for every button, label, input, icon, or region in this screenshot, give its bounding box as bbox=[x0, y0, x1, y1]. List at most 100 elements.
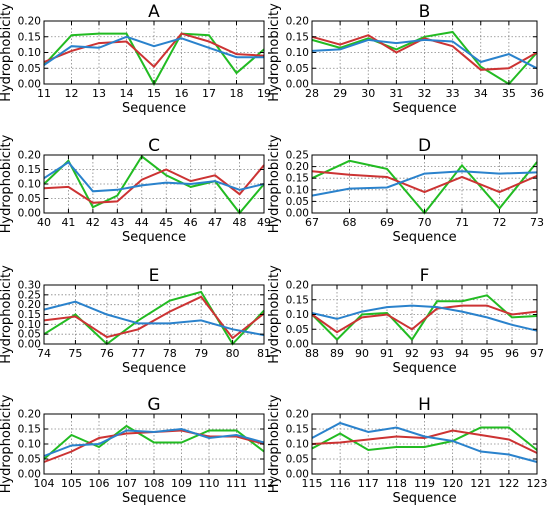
x-tick-label: 73 bbox=[530, 216, 544, 229]
x-axis-label: Sequence bbox=[392, 230, 456, 245]
x-tick-label: 121 bbox=[470, 477, 491, 490]
x-axis-label: Sequence bbox=[392, 101, 456, 116]
x-tick-label: 47 bbox=[208, 216, 222, 229]
x-axis-label: Sequence bbox=[392, 491, 456, 506]
y-tick-label: 0.00 bbox=[286, 79, 309, 91]
series-line-blue bbox=[43, 427, 265, 457]
x-tick-label: 123 bbox=[527, 477, 548, 490]
panel-title: D bbox=[418, 136, 431, 156]
series-line-green bbox=[43, 154, 265, 215]
y-axis-label: Hydrophobicity bbox=[267, 394, 282, 493]
y-tick-label: 0.05 bbox=[286, 196, 309, 208]
y-tick-label: 0.15 bbox=[286, 294, 309, 306]
y-tick-label: 0.20 bbox=[18, 409, 41, 421]
x-tick-label: 119 bbox=[414, 477, 435, 490]
y-tick-label: 0.10 bbox=[286, 309, 309, 321]
x-tick-label: 111 bbox=[226, 477, 247, 490]
x-tick-label: 79 bbox=[194, 347, 208, 360]
x-tick-label: 89 bbox=[330, 347, 344, 360]
y-tick-label: 0.15 bbox=[18, 164, 41, 176]
x-tick-label: 116 bbox=[330, 477, 351, 490]
x-tick-label: 45 bbox=[159, 216, 173, 229]
y-axis-label: Hydrophobicity bbox=[267, 134, 282, 233]
y-tick-label: 0.20 bbox=[286, 280, 309, 292]
x-tick-label: 109 bbox=[171, 477, 192, 490]
x-tick-label: 67 bbox=[305, 216, 319, 229]
y-tick-label: 0.20 bbox=[286, 161, 309, 173]
y-axis-label: Hydrophobicity bbox=[0, 134, 14, 233]
panel-title: E bbox=[149, 266, 160, 286]
y-tick-label: 0.10 bbox=[18, 319, 41, 331]
y-axis-label: Hydrophobicity bbox=[0, 394, 14, 493]
x-tick-label: 68 bbox=[343, 216, 357, 229]
y-tick-label: 0.15 bbox=[18, 424, 41, 436]
x-tick-label: 28 bbox=[305, 87, 319, 100]
x-tick-label: 32 bbox=[418, 87, 432, 100]
series-line-blue bbox=[311, 170, 538, 197]
x-tick-label: 31 bbox=[389, 87, 403, 100]
x-tick-label: 69 bbox=[380, 216, 394, 229]
y-tick-label: 0.10 bbox=[286, 184, 309, 196]
x-tick-label: 11 bbox=[37, 87, 51, 100]
panel-title: H bbox=[418, 395, 431, 415]
panel-b: 28 29 30 31 32 33 34 35 36 0.00 0.05 0.10 0.15 0.20 B S… bbox=[267, 2, 544, 116]
series-line-blue bbox=[43, 300, 265, 337]
y-tick-label: 0.00 bbox=[18, 208, 41, 220]
x-tick-label: 46 bbox=[184, 216, 198, 229]
x-tick-label: 34 bbox=[474, 87, 488, 100]
x-tick-label: 44 bbox=[135, 216, 149, 229]
x-tick-label: 48 bbox=[233, 216, 247, 229]
x-tick-label: 49 bbox=[257, 216, 271, 229]
y-tick-label: 0.20 bbox=[18, 299, 41, 311]
series-line-green bbox=[43, 424, 265, 460]
x-tick-label: 78 bbox=[163, 347, 177, 360]
x-tick-label: 97 bbox=[530, 347, 544, 360]
y-tick-label: 0.20 bbox=[18, 16, 41, 28]
x-tick-label: 12 bbox=[65, 87, 79, 100]
y-tick-label: 0.05 bbox=[18, 193, 41, 205]
y-tick-label: 0.15 bbox=[286, 173, 309, 185]
x-tick-label: 95 bbox=[480, 347, 494, 360]
y-tick-label: 0.00 bbox=[18, 339, 41, 351]
y-tick-label: 0.30 bbox=[18, 280, 41, 292]
x-axis-label: Sequence bbox=[122, 101, 186, 116]
y-tick-label: 0.00 bbox=[18, 469, 41, 481]
x-axis-label: Sequence bbox=[122, 361, 186, 376]
y-tick-label: 0.15 bbox=[18, 31, 41, 43]
y-tick-label: 0.20 bbox=[286, 16, 309, 28]
x-tick-label: 30 bbox=[361, 87, 375, 100]
y-tick-label: 0.15 bbox=[286, 31, 309, 43]
series-line-green bbox=[311, 426, 538, 452]
x-tick-label: 106 bbox=[89, 477, 110, 490]
x-axis-label: Sequence bbox=[122, 491, 186, 506]
panel-h: 115 116 117 118 119 120 121 122 123 0.00 0.05 0.10 0… bbox=[267, 394, 548, 506]
y-tick-label: 0.15 bbox=[18, 309, 41, 321]
x-tick-label: 122 bbox=[498, 477, 519, 490]
x-tick-label: 81 bbox=[257, 347, 271, 360]
x-tick-label: 96 bbox=[505, 347, 519, 360]
y-tick-label: 0.05 bbox=[286, 324, 309, 336]
x-tick-label: 43 bbox=[110, 216, 124, 229]
x-tick-label: 36 bbox=[530, 87, 544, 100]
x-tick-label: 80 bbox=[226, 347, 240, 360]
y-tick-label: 0.10 bbox=[18, 47, 41, 59]
series-line-blue bbox=[311, 304, 538, 332]
x-tick-label: 15 bbox=[147, 87, 161, 100]
y-tick-label: 0.25 bbox=[18, 289, 41, 301]
y-axis-label: Hydrophobicity bbox=[0, 3, 14, 102]
x-tick-label: 117 bbox=[358, 477, 379, 490]
x-axis-label: Sequence bbox=[392, 361, 456, 376]
y-tick-label: 0.20 bbox=[18, 150, 41, 162]
y-tick-label: 0.25 bbox=[286, 150, 309, 162]
y-axis-label: Hydrophobicity bbox=[0, 265, 14, 364]
x-tick-label: 18 bbox=[230, 87, 244, 100]
series-line-red bbox=[311, 429, 538, 454]
series-line-blue bbox=[311, 38, 538, 70]
x-tick-label: 70 bbox=[418, 216, 432, 229]
y-tick-label: 0.05 bbox=[286, 63, 309, 75]
series-line-green bbox=[311, 294, 538, 342]
x-tick-label: 104 bbox=[34, 477, 55, 490]
x-tick-label: 110 bbox=[199, 477, 220, 490]
y-tick-label: 0.10 bbox=[286, 47, 309, 59]
y-tick-label: 0.20 bbox=[286, 409, 309, 421]
